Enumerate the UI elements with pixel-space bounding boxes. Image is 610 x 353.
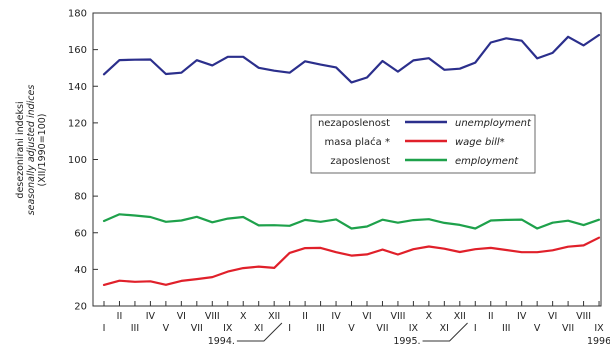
- x-tick-label-upper: XII: [268, 311, 280, 322]
- year-label: 1995.: [393, 336, 420, 347]
- x-tick-label-upper: II: [117, 311, 123, 322]
- y-tick-label: 80: [74, 192, 87, 203]
- y-axis: 20 40 60 80 100 120 140 160 180: [68, 9, 98, 313]
- y-tick-label: 180: [68, 9, 87, 20]
- x-tick-label-lower: III: [502, 323, 510, 334]
- legend-label-en-wage-bill: wage bill*: [455, 137, 505, 148]
- x-tick-label-lower: XI: [440, 323, 449, 334]
- x-tick-label-lower: I: [474, 323, 477, 334]
- x-tick-label-lower: IX: [223, 323, 233, 334]
- year-label: 1994.: [208, 336, 235, 347]
- y-axis-title-line-1: desezonirani indeksi: [15, 101, 26, 198]
- x-tick-label-upper: X: [240, 311, 247, 322]
- x-tick-label-upper: IV: [146, 311, 156, 322]
- x-tick-label-upper: VI: [548, 311, 557, 322]
- x-tick-label-lower: I: [103, 323, 106, 334]
- x-tick-label-upper: VIII: [390, 311, 405, 322]
- data-series: [102, 33, 601, 286]
- x-tick-label-upper: II: [488, 311, 494, 322]
- legend-label-unemployment: nezaposlenost: [318, 118, 390, 129]
- year-bracket: [236, 322, 283, 342]
- x-tick-label-upper: X: [426, 311, 433, 322]
- x-tick-label-lower: V: [163, 323, 170, 334]
- x-tick-label-upper: II: [302, 311, 308, 322]
- x-tick-label-lower: XI: [254, 323, 263, 334]
- x-tick-label-lower: V: [534, 323, 541, 334]
- x-tick-label-lower: IX: [409, 323, 419, 334]
- y-tick-label: 40: [74, 265, 87, 276]
- x-tick-label-upper: VI: [362, 311, 371, 322]
- y-tick-label: 120: [68, 118, 87, 129]
- legend-label-en-employment: employment: [455, 156, 519, 167]
- y-axis-title: desezonirani indeksi seasonally adjusted…: [15, 85, 48, 216]
- y-tick-label: 100: [68, 155, 87, 166]
- x-tick-label-upper: VIII: [205, 311, 220, 322]
- x-tick-label-lower: III: [131, 323, 139, 334]
- x-tick-label-lower: III: [316, 323, 324, 334]
- x-tick-label-upper: VI: [177, 311, 186, 322]
- y-tick-label: 60: [74, 228, 87, 239]
- y-axis-title-line-3: (XII/1990=100): [37, 114, 48, 187]
- y-axis-title-line-2: seasonally adjusted indices: [26, 85, 37, 216]
- legend-item-wage-bill: masa plaća * wage bill*: [325, 136, 505, 148]
- x-tick-label-lower: IX: [594, 323, 604, 334]
- series-line-employment: [102, 213, 601, 230]
- x-tick-label-lower: V: [348, 323, 355, 334]
- legend: nezaposlenost unemployment masa plaća * …: [310, 114, 536, 174]
- legend-box: [310, 114, 536, 174]
- year-bracket: [422, 322, 468, 342]
- x-tick-label-lower: VII: [191, 323, 203, 334]
- x-axis: IIIIIIIVVVIVIIVIIIIXXXIXIIIIIIIIIVVVIVII…: [103, 301, 610, 347]
- x-tick-label-upper: XII: [454, 311, 466, 322]
- x-tick-label-lower: I: [288, 323, 291, 334]
- x-tick-label-lower: VII: [376, 323, 388, 334]
- year-label: 1996: [587, 336, 610, 347]
- y-tick-label: 20: [74, 302, 87, 313]
- x-tick-label-upper: VIII: [576, 311, 591, 322]
- x-tick-label-upper: IV: [331, 311, 341, 322]
- series-line-wage-bill: [102, 236, 601, 286]
- x-tick-label-lower: VII: [562, 323, 574, 334]
- legend-item-employment: zaposlenost employment: [330, 156, 519, 167]
- y-tick-label: 160: [68, 45, 87, 56]
- y-tick-label: 140: [68, 82, 87, 93]
- legend-label-wage-bill: masa plaća *: [325, 136, 390, 148]
- legend-label-employment: zaposlenost: [330, 156, 390, 167]
- series-line-unemployment: [102, 33, 601, 84]
- x-tick-label-upper: IV: [517, 311, 527, 322]
- legend-label-en-unemployment: unemployment: [455, 118, 532, 129]
- legend-item-unemployment: nezaposlenost unemployment: [318, 118, 532, 129]
